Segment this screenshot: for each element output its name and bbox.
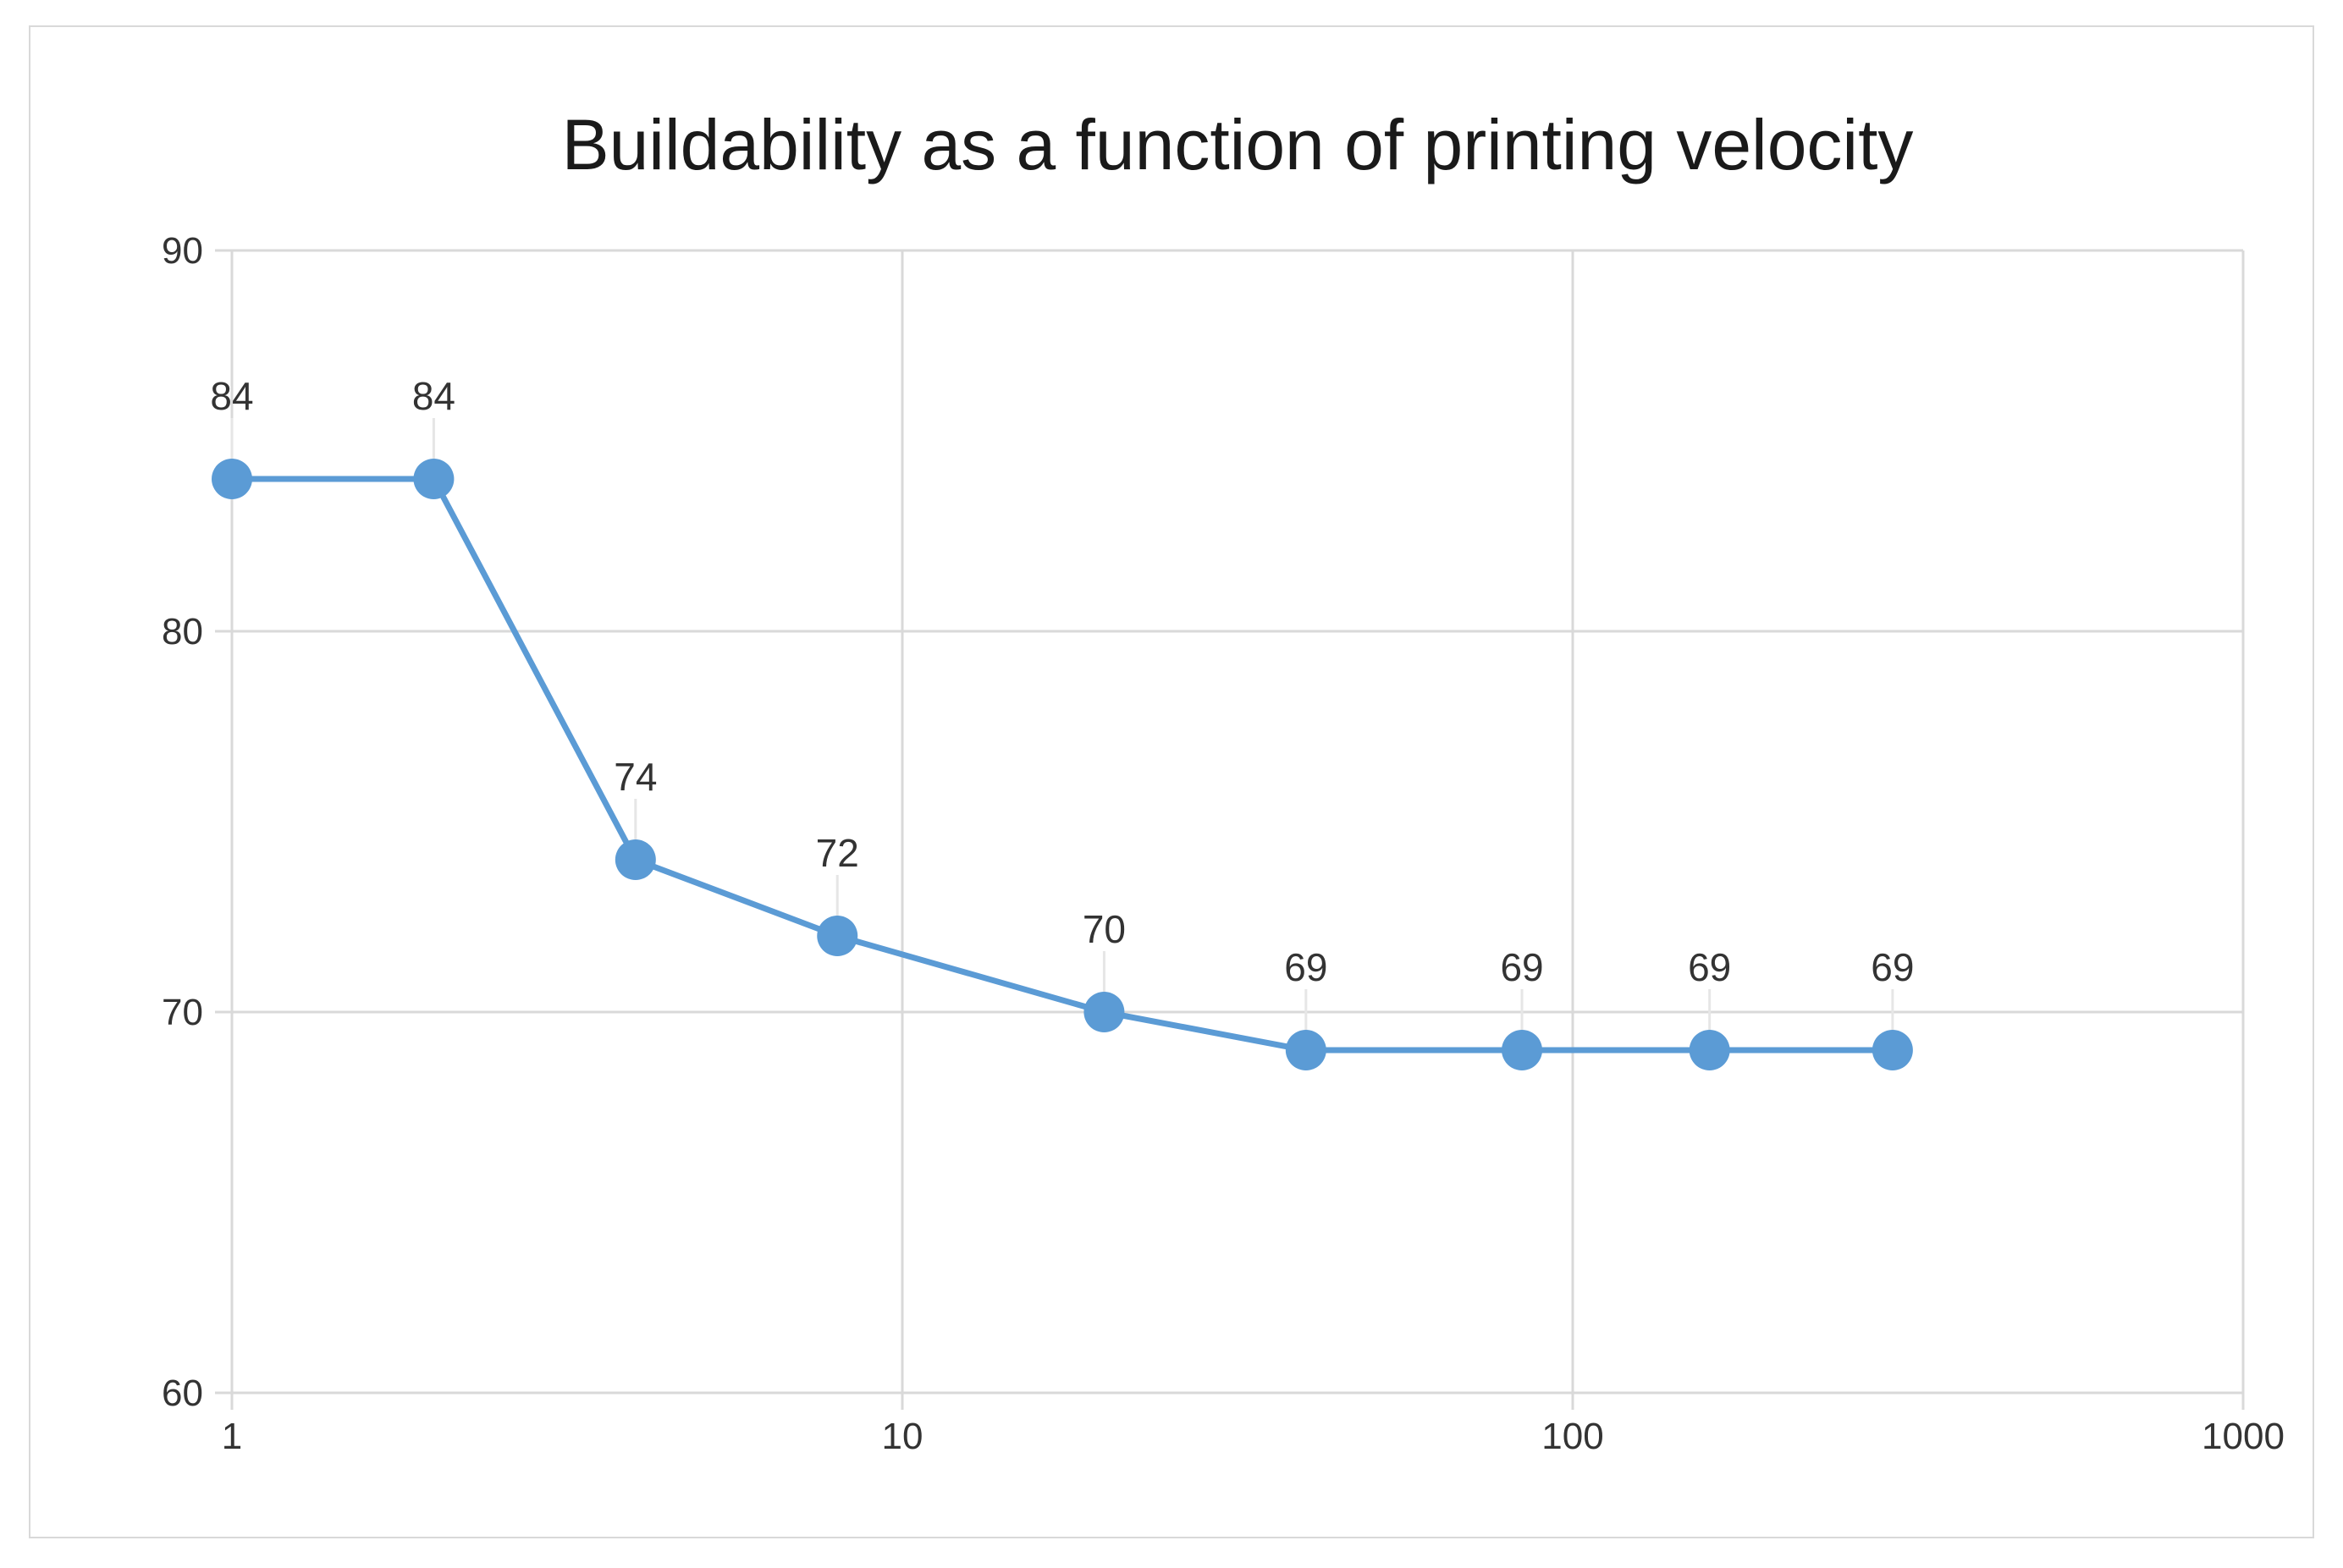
x-tick-label: 1: [222, 1416, 242, 1457]
data-point: [817, 916, 858, 956]
data-label: 69: [1284, 945, 1327, 989]
data-point: [413, 459, 455, 499]
data-label: 69: [1500, 945, 1543, 989]
data-label: 70: [1083, 907, 1126, 951]
data-point: [1285, 1030, 1326, 1070]
series-polyline: [232, 476, 1893, 1054]
y-tick-label: 60: [162, 1373, 203, 1414]
data-label: 84: [412, 374, 455, 418]
y-tick-label: 70: [162, 992, 203, 1033]
gridlines: [215, 249, 2245, 1410]
y-axis-tick-labels: 60 70 80 90: [162, 230, 203, 1414]
chart-frame: [29, 25, 2314, 1538]
data-point: [1083, 992, 1125, 1032]
chart-title: Buildability as a function of printing v…: [562, 105, 1914, 184]
data-point: [615, 839, 656, 880]
data-label: 69: [1688, 945, 1731, 989]
data-point: [1872, 1030, 1913, 1070]
data-label: 74: [614, 755, 657, 799]
data-label: 69: [1871, 945, 1914, 989]
data-points: [212, 459, 1913, 1070]
x-tick-label: 10: [882, 1416, 923, 1457]
data-point: [1689, 1030, 1730, 1070]
x-tick-label: 100: [1541, 1416, 1603, 1457]
series-line: [232, 476, 1893, 1054]
y-tick-label: 80: [162, 611, 203, 652]
data-label: 84: [210, 374, 253, 418]
x-tick-label: 1000: [2202, 1416, 2285, 1457]
data-point: [212, 459, 252, 499]
data-point: [1502, 1030, 1543, 1070]
y-tick-label: 90: [162, 230, 203, 272]
data-labels: 84 84 74 72 70 69 69 69 69: [210, 374, 1914, 1030]
data-label: 72: [816, 831, 859, 875]
x-axis-tick-labels: 1 10 100 1000: [222, 1416, 2285, 1457]
